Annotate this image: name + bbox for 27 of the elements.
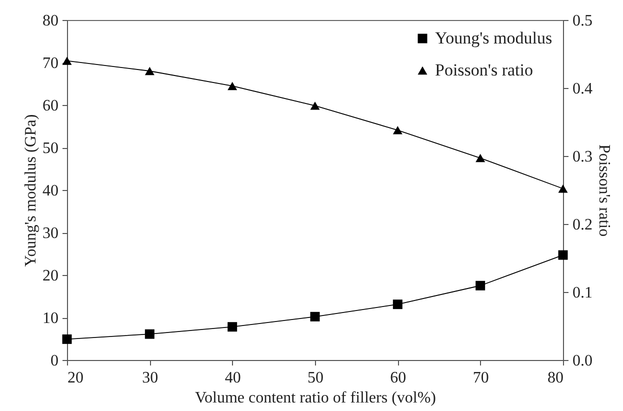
x-tick-label: 30 [142,370,158,386]
y-tick-label: 80 [42,12,58,30]
y2-tick-label: 0.4 [572,80,592,98]
legend-label: Poisson's ratio [435,60,533,80]
y-tick-label: 10 [42,310,58,327]
x-tick-label: 20 [68,370,84,386]
y-tick-label: 60 [42,98,58,114]
x-axis-title: Volume content ratio of fillers (vol%) [195,390,436,406]
x-tick-label: 50 [308,370,324,386]
legend-label: Young's modulus [435,28,552,48]
x-tick-label: 40 [224,370,241,386]
y-axis-title: Young's modulus (GPa) [22,114,40,267]
y2-tick-label: 0.1 [572,284,592,302]
y2-tick-label: 0.3 [572,148,592,166]
y-tick-label: 50 [42,140,58,157]
y-tick-label: 30 [42,225,58,242]
x-tick-label: 60 [390,370,406,386]
y2-axis-title: Poisson's ratio [596,144,612,237]
y-tick-label: 40 [42,182,58,200]
y-tick-label: 70 [42,55,58,72]
y-tick-label: 20 [42,268,58,284]
x-tick-label: 70 [472,370,489,386]
y2-tick-label: 0.0 [572,352,592,370]
x-tick-label: 80 [548,370,564,386]
y2-tick-label: 0.2 [572,216,592,234]
y-tick-label: 0 [50,352,58,370]
y2-tick-label: 0.5 [572,12,592,30]
